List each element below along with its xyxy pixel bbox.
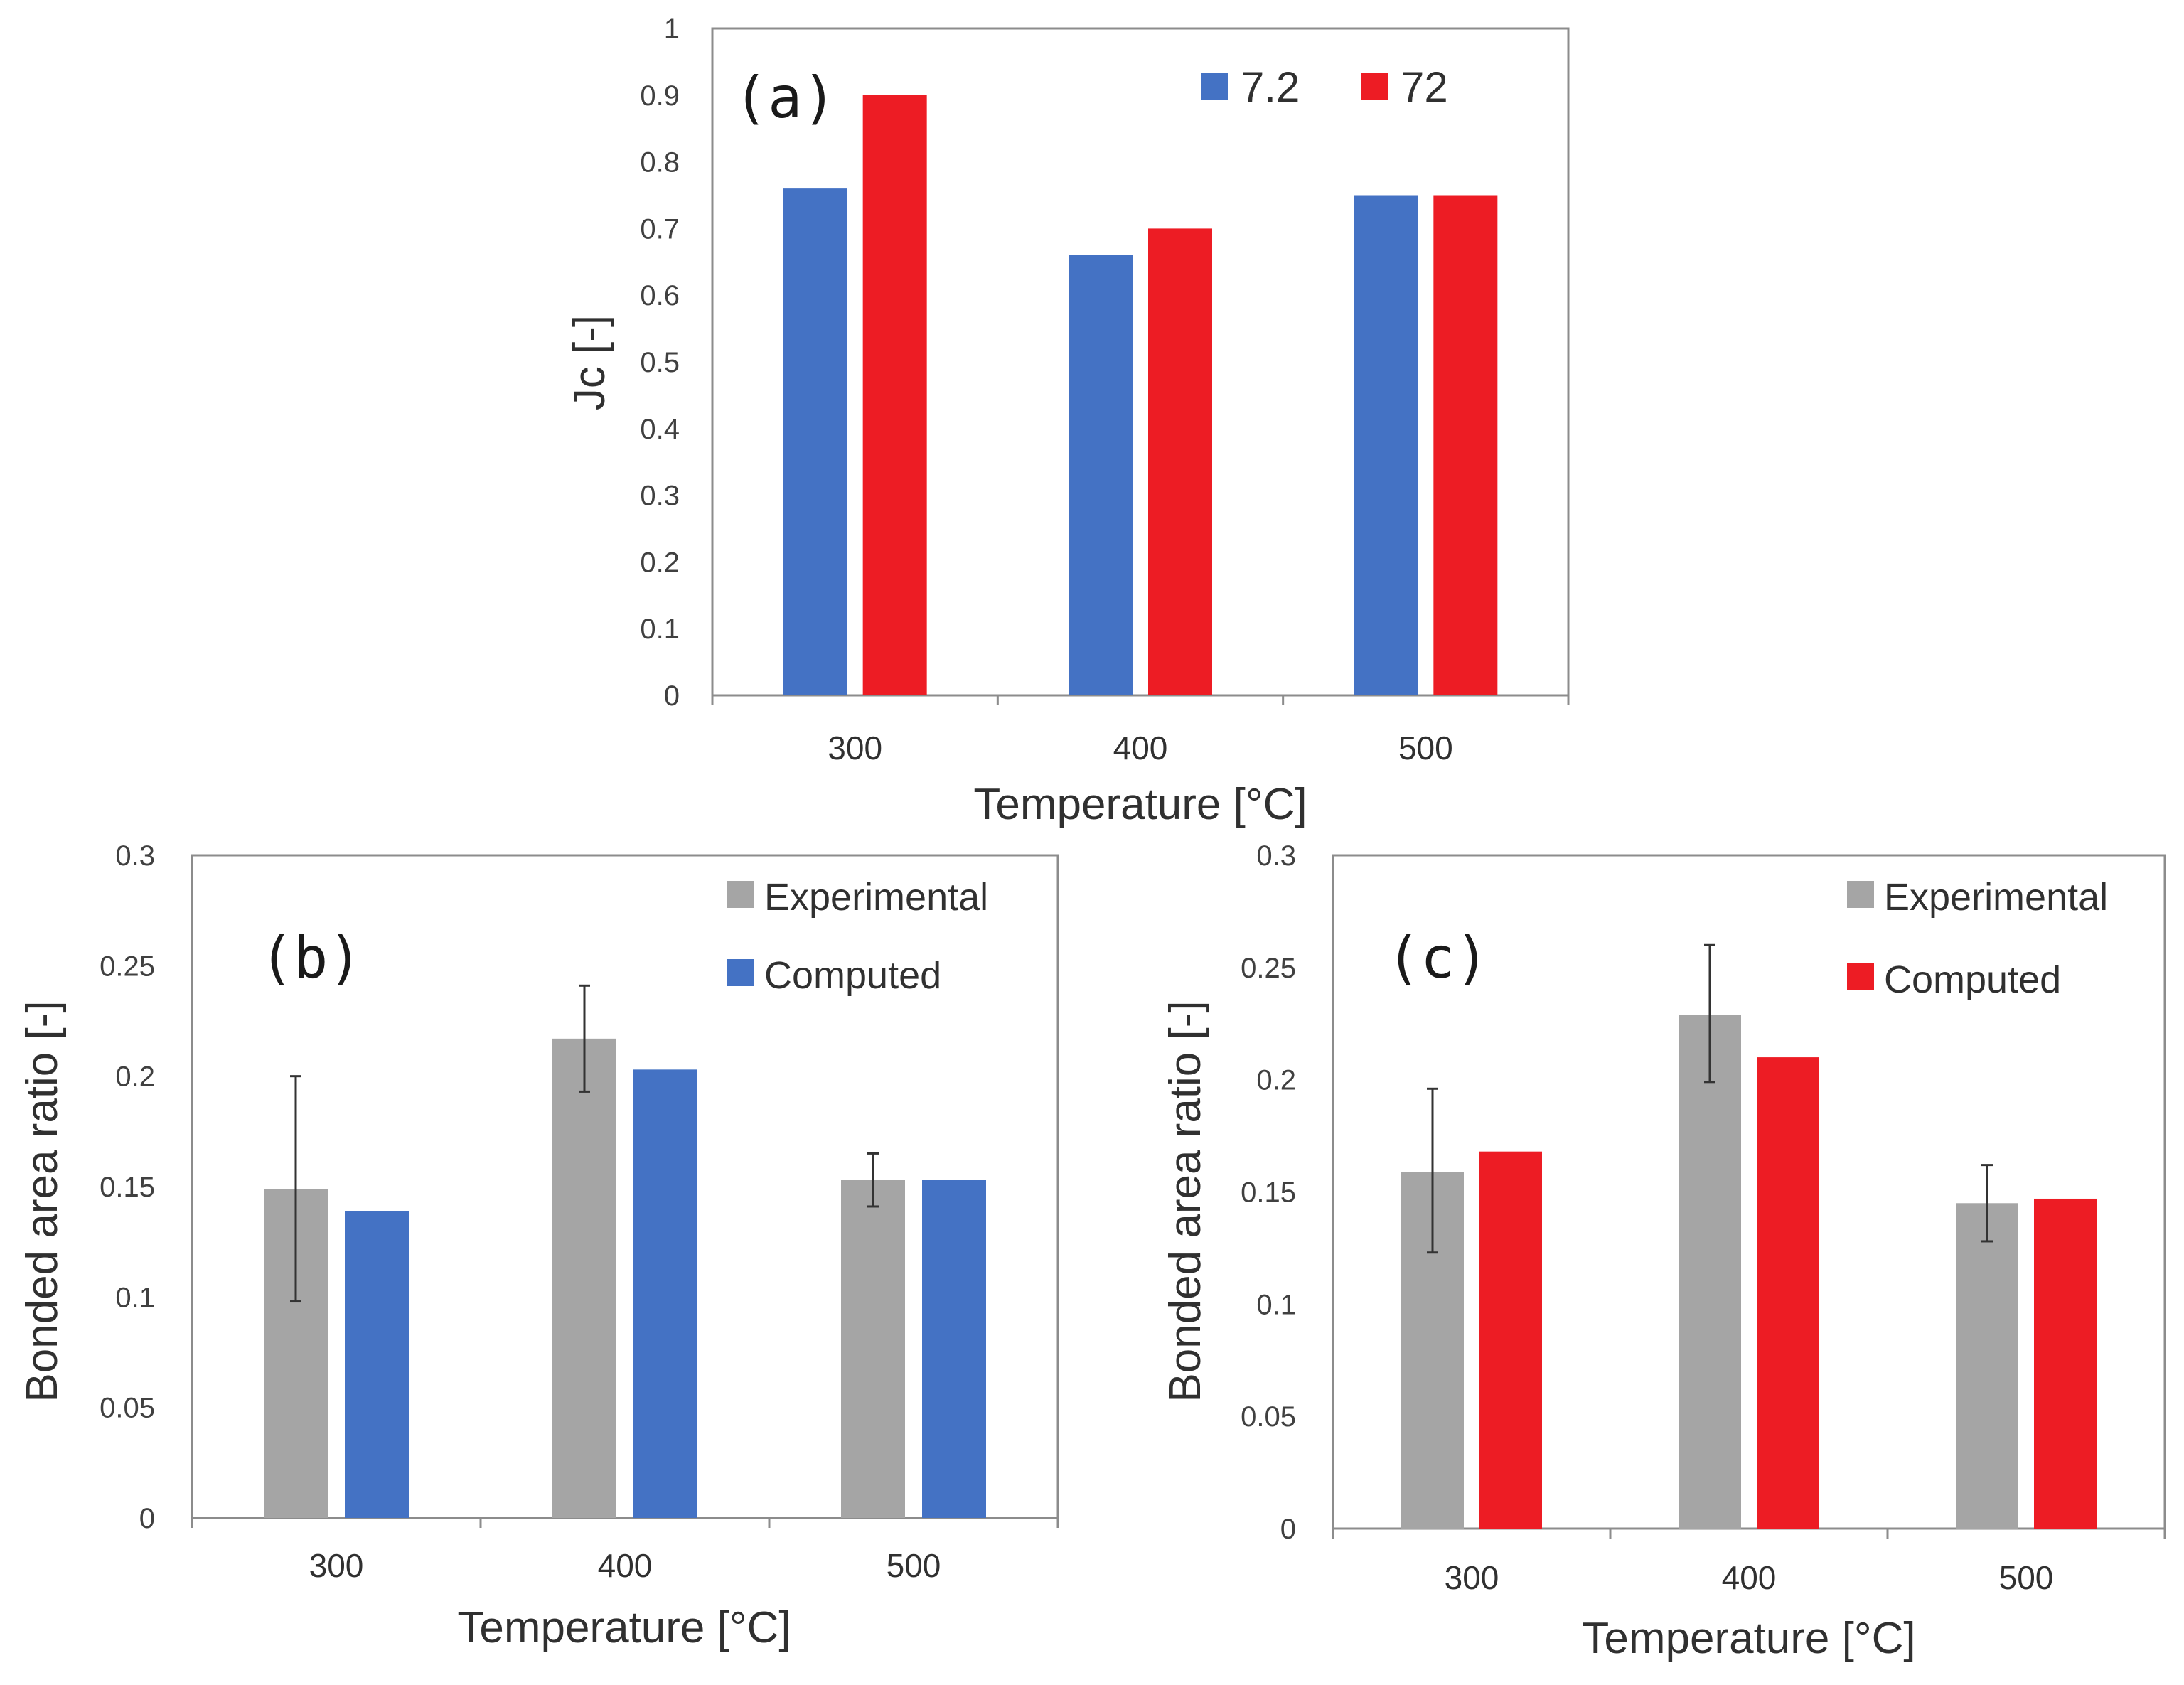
chart-b: 0 0.05 0.1 0.15 0.2 0.25 0.3 300 400 500 Temperatu… [18, 840, 1059, 1652]
bar-computed-500 [2034, 1198, 2097, 1529]
x-tick-label: 300 [309, 1547, 364, 1584]
bar-experimental-500 [841, 1180, 905, 1518]
y-tick-label: 0.8 [640, 147, 680, 178]
y-tick-label: 0.4 [640, 414, 680, 445]
y-tick-label: 1 [664, 14, 680, 45]
y-tick-label: 0.6 [640, 280, 680, 311]
legend-swatch [1201, 73, 1228, 100]
x-tick-label: 300 [828, 729, 882, 766]
legend-label: Computed [1884, 958, 2061, 1001]
y-tick-label: 0.05 [1241, 1401, 1296, 1433]
y-tick-label: 0.2 [1256, 1065, 1296, 1096]
y-tick-label: 0.25 [1241, 953, 1296, 984]
y-tick-label: 0 [664, 680, 680, 712]
plot-frame [1332, 854, 2166, 1530]
y-axis-title: Bonded area ratio [-] [18, 1000, 67, 1402]
x-tick-label: 500 [1999, 1559, 2054, 1596]
legend-swatch [1847, 963, 1874, 990]
bar-72-400 [1148, 228, 1212, 695]
chart-c: 0 0.05 0.1 0.15 0.2 0.25 0.3 300 400 500 Temperatu… [1161, 840, 2166, 1663]
bar-7-2-400 [1069, 255, 1133, 695]
chart-a: 0 0.1 0.2 0.3 0.4 0.5 0.6 0.7 0.8 0.9 1 300 400 500 Te… [565, 14, 1570, 829]
legend-label: Computed [764, 954, 941, 997]
y-tick-label: 0.3 [1256, 840, 1296, 872]
x-tick-label: 400 [1722, 1559, 1777, 1596]
y-tick-label: 0.1 [115, 1282, 155, 1313]
y-tick-label: 0 [1280, 1514, 1296, 1545]
y-tick-label: 0.25 [100, 951, 155, 982]
x-axis-title: Temperature [°C] [973, 780, 1307, 829]
panel-label: (a) [734, 65, 837, 131]
panel-label: (b) [259, 925, 363, 991]
x-tick-label: 400 [598, 1547, 653, 1584]
bar-experimental-400 [1679, 1015, 1741, 1529]
y-tick-label: 0.15 [100, 1172, 155, 1203]
y-tick-label: 0.05 [100, 1393, 155, 1424]
y-tick-label: 0.2 [640, 547, 680, 578]
plot-frame [711, 27, 1570, 697]
y-tick-label: 0.5 [640, 347, 680, 378]
bar-computed-500 [922, 1180, 986, 1518]
x-axis-title: Temperature [°C] [1582, 1614, 1915, 1663]
y-tick-label: 0.15 [1241, 1177, 1296, 1209]
bar-72-300 [862, 95, 927, 696]
x-tick-label: 400 [1113, 729, 1168, 766]
y-tick-label: 0 [139, 1503, 155, 1534]
bar-7-2-500 [1354, 195, 1418, 695]
x-tick-label: 500 [1398, 729, 1453, 766]
legend-label: 72 [1401, 63, 1448, 111]
bar-experimental-400 [552, 1038, 616, 1518]
legend-label: Experimental [1884, 876, 2108, 919]
bar-72-500 [1433, 195, 1498, 695]
y-tick-label: 0.3 [115, 840, 155, 872]
bar-computed-300 [345, 1211, 409, 1518]
x-axis-title: Temperature [°C] [457, 1603, 791, 1652]
x-tick-label: 500 [887, 1547, 941, 1584]
legend-label: Experimental [764, 876, 988, 919]
legend-swatch [1847, 881, 1874, 908]
y-tick-label: 0.3 [640, 481, 680, 512]
y-tick-label: 0.1 [1256, 1289, 1296, 1320]
legend-swatch [727, 881, 754, 908]
y-tick-label: 0.2 [115, 1061, 155, 1093]
legend-label: 7.2 [1241, 63, 1300, 111]
bar-computed-400 [633, 1069, 697, 1518]
y-tick-label: 0.7 [640, 213, 680, 245]
bar-7-2-300 [783, 188, 847, 695]
bar-computed-300 [1479, 1151, 1542, 1529]
y-axis-title: Bonded area ratio [-] [1161, 1000, 1210, 1402]
bar-computed-400 [1757, 1057, 1819, 1529]
x-tick-label: 300 [1445, 1559, 1499, 1596]
y-tick-label: 0.9 [640, 80, 680, 112]
legend-swatch [727, 959, 754, 986]
plot-frame [191, 854, 1059, 1519]
y-tick-label: 0.1 [640, 614, 680, 645]
bar-experimental-500 [1956, 1203, 2018, 1529]
y-axis-title: Jc [-] [565, 315, 614, 410]
legend-swatch [1361, 73, 1388, 100]
panel-label: (c) [1386, 925, 1489, 991]
